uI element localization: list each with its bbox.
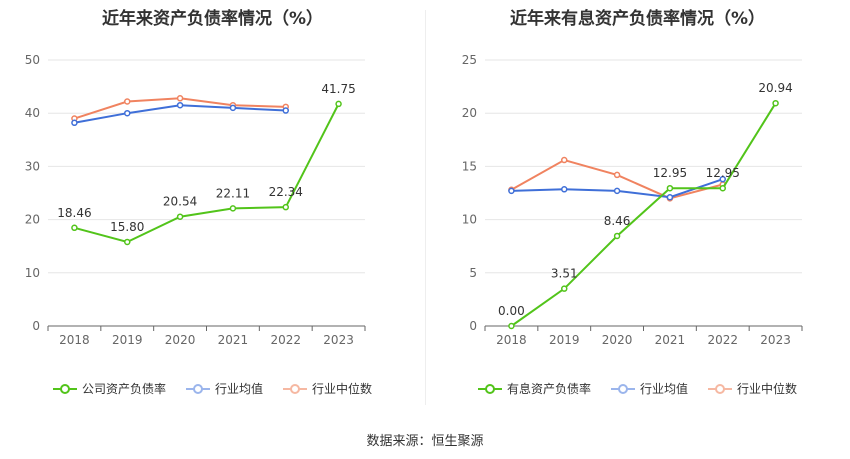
x-tick-label: 2018 (496, 333, 527, 347)
chart-panel-right: 近年来有息资产负债率情况（%） 0 5 10 15 20 25 2018 2019 2020 20… (425, 0, 850, 410)
legend-label: 公司资产负债率 (81, 382, 166, 396)
data-point-company (666, 184, 674, 192)
legend-dot (484, 383, 495, 394)
data-label: 22.11 (216, 186, 250, 200)
legend-label: 行业中位数 (737, 382, 798, 396)
x-tick-label: 2020 (602, 333, 633, 347)
y-tick-label: 0 (32, 319, 40, 333)
legend-swatch-average (610, 383, 635, 395)
data-label: 12.95 (653, 166, 687, 180)
y-tick-label: 5 (469, 266, 477, 280)
data-label: 3.51 (551, 267, 578, 281)
data-point-median (124, 98, 131, 105)
data-label: 20.54 (163, 195, 197, 209)
legend-item-average[interactable]: 行业均值 (185, 380, 263, 397)
y-tick-label: 0 (469, 319, 477, 333)
data-point-median (561, 156, 568, 164)
x-tick-label: 2022 (707, 333, 738, 347)
data-label: 41.75 (321, 82, 355, 96)
legend-label: 行业中位数 (312, 382, 373, 396)
x-tick-label: 2021 (655, 333, 686, 347)
data-point-average (124, 109, 131, 117)
legend-label: 行业均值 (214, 382, 263, 396)
data-label: 18.46 (57, 206, 91, 220)
y-tick-label: 40 (25, 106, 40, 120)
legend-label: 行业均值 (639, 382, 688, 396)
data-label: 22.34 (269, 185, 303, 199)
chart-panel-left: 近年来资产负债率情况（%） 0 10 20 30 40 50 2018 2019 2020 202… (0, 0, 425, 410)
legend-item-median[interactable]: 行业中位数 (708, 380, 797, 397)
legend-swatch-median (708, 383, 732, 395)
y-tick-label: 20 (462, 106, 477, 120)
data-point-average (71, 119, 78, 127)
legend-swatch-median (283, 383, 307, 395)
data-point-average (282, 107, 289, 114)
y-tick-label: 30 (25, 159, 40, 173)
chart-left: 0 10 20 30 40 50 2018 2019 2020 2021 2022 2023 18.46… (25, 53, 366, 347)
y-tick-label: 20 (25, 213, 40, 227)
chart-right: 0 5 10 15 20 25 2018 2019 2020 2021 2022 2023 0.00 3.… (462, 53, 803, 347)
data-label: 8.46 (604, 214, 631, 228)
data-source: 数据来源：恒生聚源 (366, 434, 484, 449)
legend-swatch-company (52, 383, 77, 395)
legend-swatch-company (477, 383, 502, 395)
series-line-company (74, 103, 340, 244)
chart-title-left: 近年来资产负债率情况（%） (101, 9, 324, 29)
legend-dot (715, 383, 725, 394)
x-tick-label: 2019 (112, 333, 143, 347)
data-point-company (282, 203, 289, 211)
data-point-company (229, 205, 237, 212)
data-label: 0.00 (498, 304, 525, 318)
legend-dot (192, 383, 203, 394)
data-point-average (508, 187, 515, 195)
legend-item-company[interactable]: 公司资产负债率 (52, 380, 166, 397)
x-tick-label: 2020 (165, 333, 196, 347)
legend-left: 公司资产负债率 行业均值 行业中位数 (0, 380, 425, 397)
y-tick-label: 50 (25, 53, 40, 67)
data-point-average (229, 104, 237, 112)
x-tick-label: 2023 (323, 333, 354, 347)
x-tick-label: 2021 (218, 333, 249, 347)
data-point-median (176, 95, 184, 102)
legend-item-average[interactable]: 行业均值 (610, 380, 688, 397)
data-point-company (335, 100, 342, 108)
data-point-company (613, 232, 621, 240)
y-tick-label: 10 (25, 266, 40, 280)
legend-right: 有息资产负债率 行业均值 行业中位数 (425, 380, 850, 397)
data-point-company (508, 322, 515, 330)
data-point-company (176, 213, 184, 220)
legend-item-median[interactable]: 行业中位数 (283, 380, 372, 397)
x-tick-label: 2019 (549, 333, 580, 347)
data-point-average (176, 101, 184, 109)
data-point-company (561, 285, 568, 292)
data-point-company (71, 224, 78, 232)
data-point-average (561, 186, 568, 193)
legend-dot (59, 383, 70, 394)
data-point-company (124, 238, 131, 246)
legend-swatch-average (185, 383, 210, 395)
data-point-median (613, 171, 621, 179)
legend-label: 有息资产负债率 (506, 382, 591, 396)
y-tick-label: 10 (462, 213, 477, 227)
data-point-average (666, 194, 674, 201)
data-label: 15.80 (110, 220, 144, 234)
legend-dot (290, 383, 300, 394)
legend-dot (617, 383, 628, 394)
legend-item-company[interactable]: 有息资产负债率 (477, 380, 591, 397)
data-point-company (719, 184, 726, 192)
data-label: 12.95 (706, 166, 740, 180)
data-label: 20.94 (758, 81, 792, 95)
x-tick-label: 2023 (760, 333, 791, 347)
chart-title-right: 近年来有息资产负债率情况（%） (509, 9, 766, 29)
panel-divider (425, 10, 426, 405)
y-tick-label: 25 (462, 53, 477, 67)
data-point-average (719, 175, 726, 183)
y-tick-label: 15 (462, 159, 477, 173)
data-point-average (613, 187, 621, 195)
data-point-company (772, 99, 779, 107)
series-line-company (510, 102, 777, 327)
x-tick-label: 2018 (59, 333, 90, 347)
x-tick-label: 2022 (270, 333, 301, 347)
